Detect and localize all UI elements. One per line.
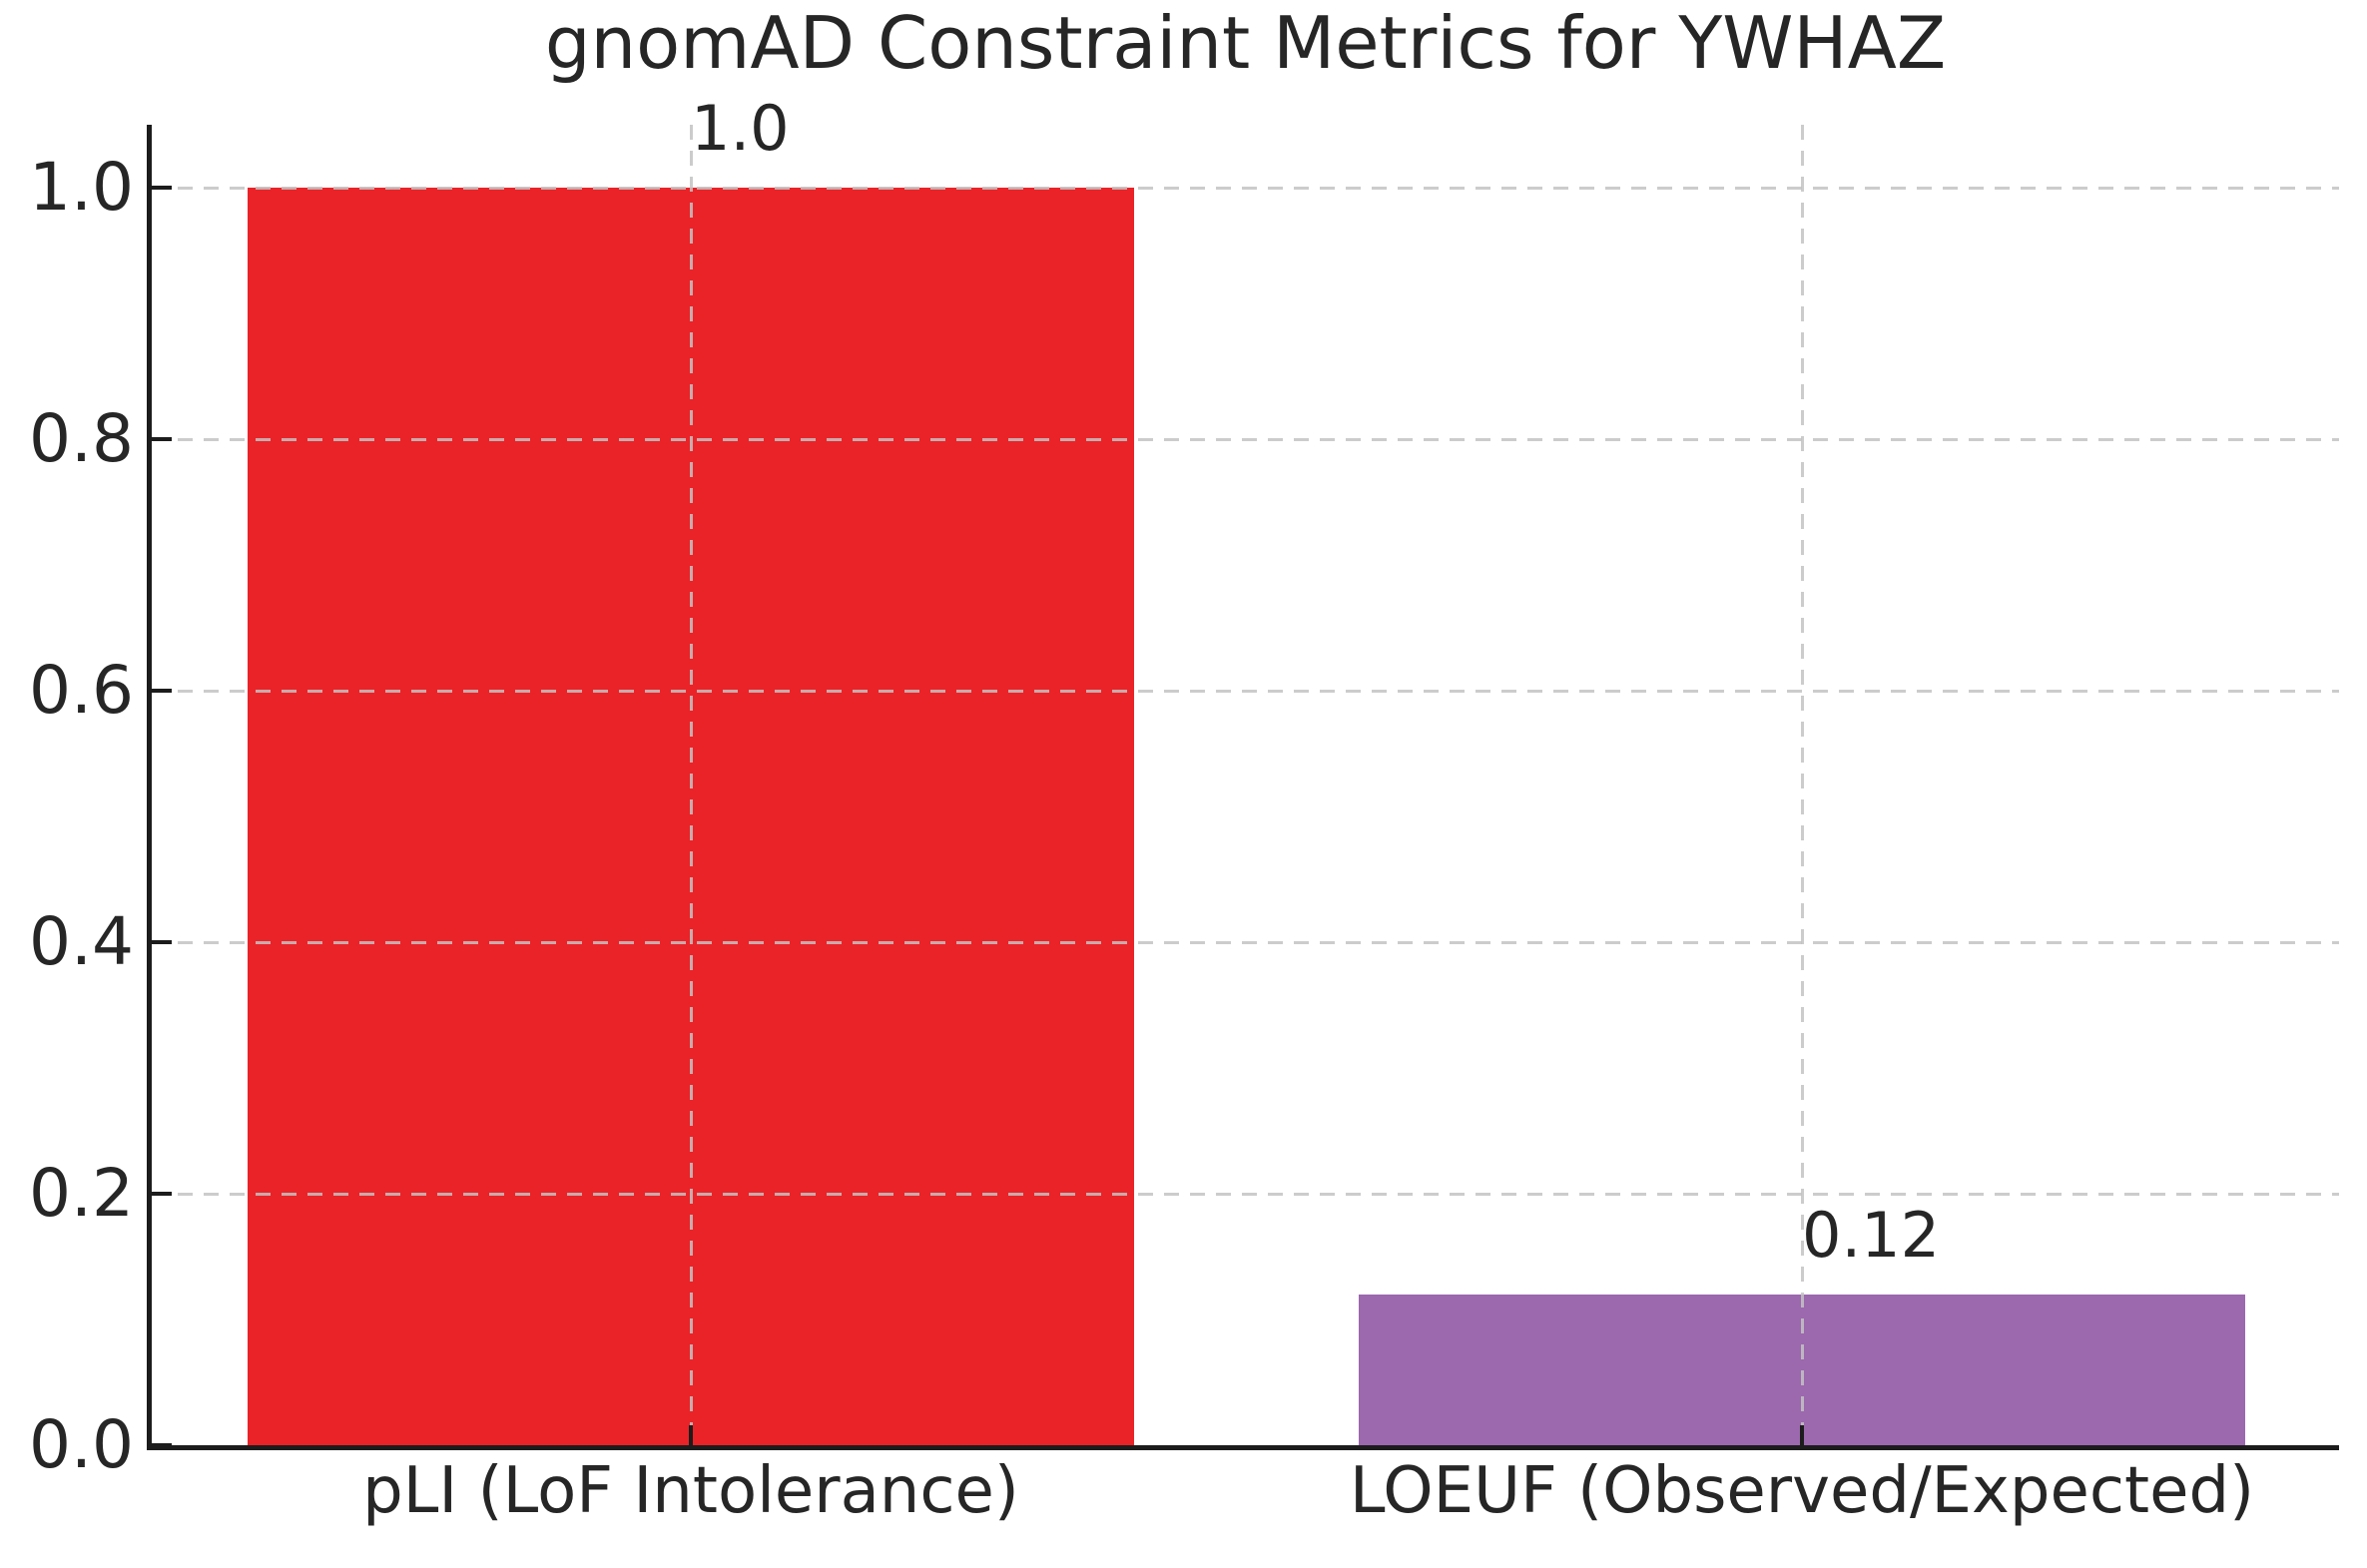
y-tick-mark bbox=[152, 186, 172, 190]
chart-title: gnomAD Constraint Metrics for YWHAZ bbox=[544, 1, 1947, 85]
y-tick-mark bbox=[152, 940, 172, 944]
y-gridline bbox=[152, 1192, 2339, 1196]
y-tick-mark bbox=[152, 1192, 172, 1196]
y-tick-label: 0.4 bbox=[29, 903, 134, 980]
y-tick-label: 0.2 bbox=[29, 1155, 134, 1232]
y-tick-mark bbox=[152, 689, 172, 693]
y-tick-mark bbox=[152, 437, 172, 441]
y-gridline bbox=[152, 940, 2339, 944]
bar-value-label: 0.12 bbox=[1802, 1198, 1941, 1272]
y-gridline bbox=[152, 437, 2339, 441]
y-gridline bbox=[152, 689, 2339, 693]
category-label: LOEUF (Observed/Expected) bbox=[1349, 1454, 2255, 1528]
y-gridline bbox=[152, 186, 2339, 190]
y-tick-label: 1.0 bbox=[29, 149, 134, 226]
x-gridline bbox=[1800, 125, 1804, 1445]
x-axis-spine bbox=[147, 1445, 2339, 1450]
y-tick-mark bbox=[152, 1443, 172, 1447]
y-axis-spine bbox=[147, 125, 152, 1450]
x-tick-mark bbox=[1800, 1425, 1804, 1445]
bar-value-label: 1.0 bbox=[691, 92, 790, 165]
y-tick-label: 0.0 bbox=[29, 1406, 134, 1483]
x-tick-mark bbox=[689, 1425, 693, 1445]
category-label: pLI (LoF Intolerance) bbox=[362, 1454, 1019, 1528]
plot-area: 1.0 0.12 bbox=[152, 98, 2339, 1445]
y-tick-label: 0.6 bbox=[29, 652, 134, 729]
x-gridline bbox=[689, 125, 693, 1445]
y-tick-label: 0.8 bbox=[29, 400, 134, 477]
